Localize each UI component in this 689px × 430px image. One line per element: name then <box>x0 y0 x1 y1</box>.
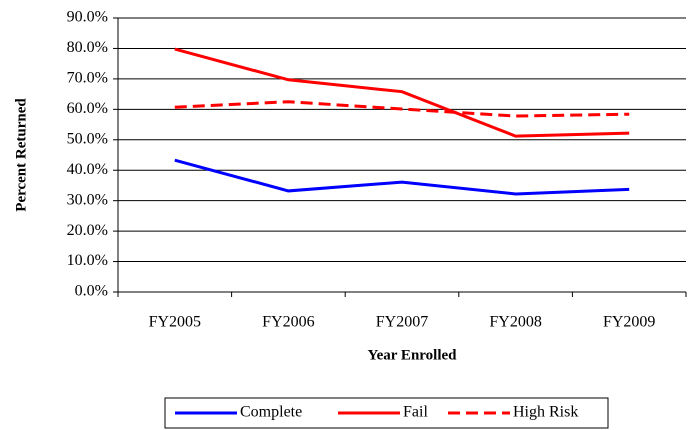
series-line <box>174 100 630 118</box>
y-tick-label: 80.0% <box>67 39 108 56</box>
y-tick-label: 10.0% <box>67 252 108 269</box>
x-tick-label: FY2009 <box>603 314 655 331</box>
y-tick-label: 50.0% <box>67 130 108 147</box>
x-tick-label: FY2005 <box>149 314 201 331</box>
y-tick-label: 60.0% <box>67 100 108 117</box>
legend-label: Complete <box>240 404 302 421</box>
y-tick-label: 70.0% <box>67 70 108 87</box>
y-tick-label: 20.0% <box>67 222 108 239</box>
legend-label: High Risk <box>513 404 578 421</box>
legend-label: Fail <box>403 404 428 421</box>
y-axis-title: Percent Returned <box>13 98 29 212</box>
y-tick-label: 30.0% <box>67 191 108 208</box>
x-tick-label: FY2006 <box>262 314 314 331</box>
y-tick-label: 0.0% <box>75 283 108 300</box>
x-tick-label: FY2007 <box>376 314 428 331</box>
x-tick-label: FY2008 <box>489 314 541 331</box>
series-line <box>174 47 630 138</box>
y-tick-label: 40.0% <box>67 161 108 178</box>
series-line <box>174 158 630 196</box>
y-tick-label: 90.0% <box>67 9 108 26</box>
x-axis-title: Year Enrolled <box>367 347 457 363</box>
